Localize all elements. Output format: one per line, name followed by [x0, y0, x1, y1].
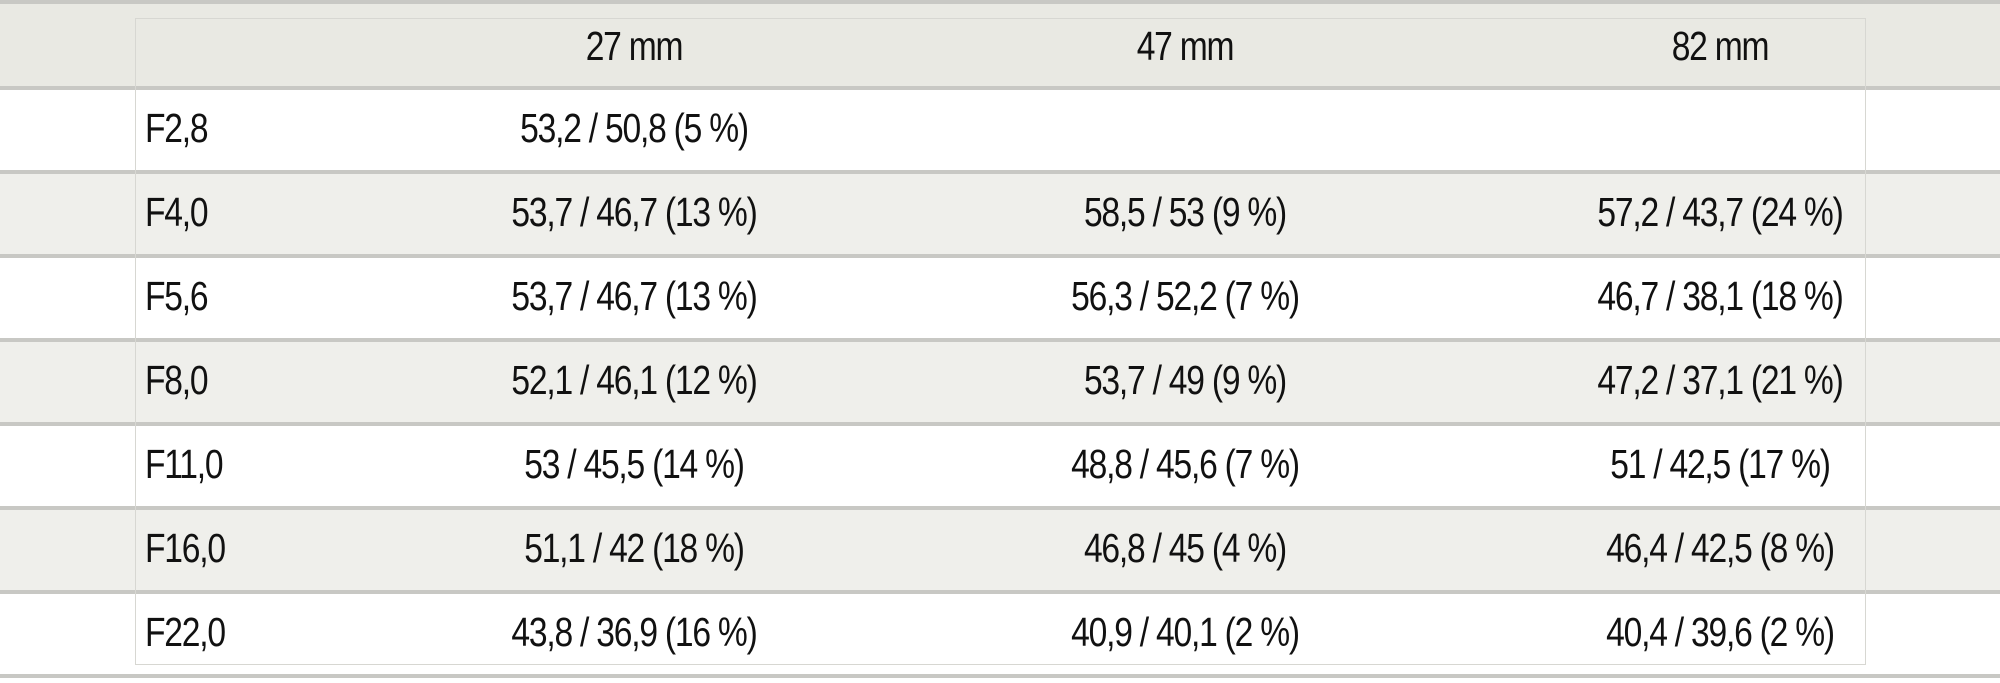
table-row: F4,0 53,7 / 46,7 (13 %) 58,5 / 53 (9 %) …	[0, 174, 2000, 258]
table-cell: 51 / 42,5 (17 %)	[1610, 441, 1831, 487]
aperture-label: F4,0	[145, 189, 209, 235]
table-cell: 46,7 / 38,1 (18 %)	[1597, 273, 1843, 319]
table-row: F8,0 52,1 / 46,1 (12 %) 53,7 / 49 (9 %) …	[0, 342, 2000, 426]
table-cell: 43,8 / 36,9 (16 %)	[511, 609, 757, 655]
table-cell: 52,1 / 46,1 (12 %)	[511, 357, 757, 403]
table-row: F11,0 53 / 45,5 (14 %) 48,8 / 45,6 (7 %)…	[0, 426, 2000, 510]
table-cell: 46,8 / 45 (4 %)	[1083, 525, 1287, 571]
table-cell	[955, 90, 1414, 167]
table-cell: 53,7 / 46,7 (13 %)	[511, 189, 757, 235]
table-cell: 53 / 45,5 (14 %)	[524, 441, 745, 487]
aperture-label: F16,0	[145, 525, 226, 571]
aperture-label: F8,0	[145, 357, 209, 403]
table-row: F5,6 53,7 / 46,7 (13 %) 56,3 / 52,2 (7 %…	[0, 258, 2000, 342]
table-cell: 51,1 / 42 (18 %)	[524, 525, 745, 571]
header-cell-82mm: 82 mm	[1671, 23, 1770, 69]
aperture-label: F5,6	[145, 273, 209, 319]
table-cell	[1490, 90, 1949, 167]
aperture-label: F11,0	[145, 441, 224, 487]
table-cell: 40,4 / 39,6 (2 %)	[1606, 609, 1835, 655]
table-header-row: 27 mm 47 mm 82 mm	[0, 4, 2000, 90]
aperture-label: F2,8	[145, 105, 209, 151]
header-cell-47mm: 47 mm	[1136, 23, 1235, 69]
table-cell: 47,2 / 37,1 (21 %)	[1597, 357, 1843, 403]
table-cell: 56,3 / 52,2 (7 %)	[1071, 273, 1300, 319]
top-rule	[0, 0, 2000, 4]
table-cell: 58,5 / 53 (9 %)	[1083, 189, 1287, 235]
table-cell: 46,4 / 42,5 (8 %)	[1606, 525, 1835, 571]
table-cell: 57,2 / 43,7 (24 %)	[1597, 189, 1843, 235]
table-cell: 48,8 / 45,6 (7 %)	[1071, 441, 1300, 487]
table-cell: 53,7 / 49 (9 %)	[1083, 357, 1287, 403]
table-cell: 53,2 / 50,8 (5 %)	[520, 105, 749, 151]
table-row: F16,0 51,1 / 42 (18 %) 46,8 / 45 (4 %) 4…	[0, 510, 2000, 594]
aperture-label: F22,0	[145, 609, 226, 655]
header-cell-27mm: 27 mm	[585, 23, 684, 69]
table-row: F2,8 53,2 / 50,8 (5 %)	[0, 90, 2000, 174]
table-cell: 53,7 / 46,7 (13 %)	[511, 273, 757, 319]
table-cell: 40,9 / 40,1 (2 %)	[1071, 609, 1300, 655]
table-row: F22,0 43,8 / 36,9 (16 %) 40,9 / 40,1 (2 …	[0, 594, 2000, 678]
